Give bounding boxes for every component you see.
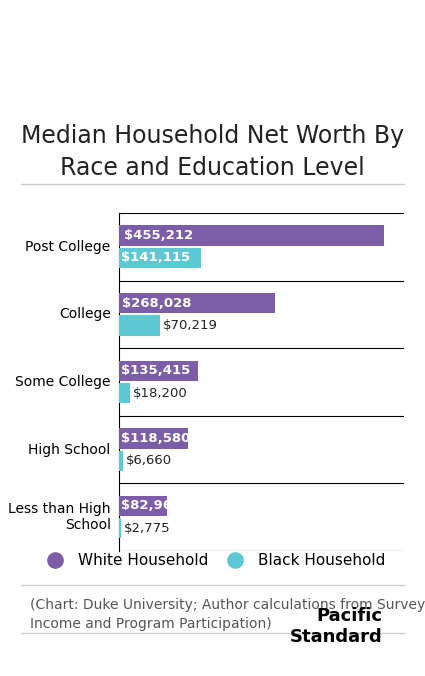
Text: $268,028: $268,028 [122,297,192,310]
Bar [119,496,167,516]
Text: $455,212: $455,212 [124,229,193,242]
Bar [119,248,201,268]
Text: $70,219: $70,219 [163,319,218,332]
Text: Pacific
Standard: Pacific Standard [290,607,382,646]
Bar [119,315,160,335]
Bar [119,293,275,313]
Text: $82,968: $82,968 [121,500,181,512]
Bar [119,383,130,403]
Text: $18,200: $18,200 [133,387,187,400]
Text: (Chart: Duke University; Author calculations from Survey on
Income and Program P: (Chart: Duke University; Author calculat… [30,598,425,631]
Bar [119,429,188,449]
Bar [119,361,198,381]
Bar [119,450,123,470]
Text: $118,580: $118,580 [121,432,190,445]
Text: $6,660: $6,660 [126,454,172,467]
Text: $135,415: $135,415 [122,364,190,377]
Text: $2,775: $2,775 [124,522,170,535]
Bar [119,518,121,538]
Bar [119,226,383,246]
Text: Median Household Net Worth By
Race and Education Level: Median Household Net Worth By Race and E… [21,124,404,180]
Text: $141,115: $141,115 [122,251,190,264]
Legend: White Household, Black Household: White Household, Black Household [40,554,385,569]
